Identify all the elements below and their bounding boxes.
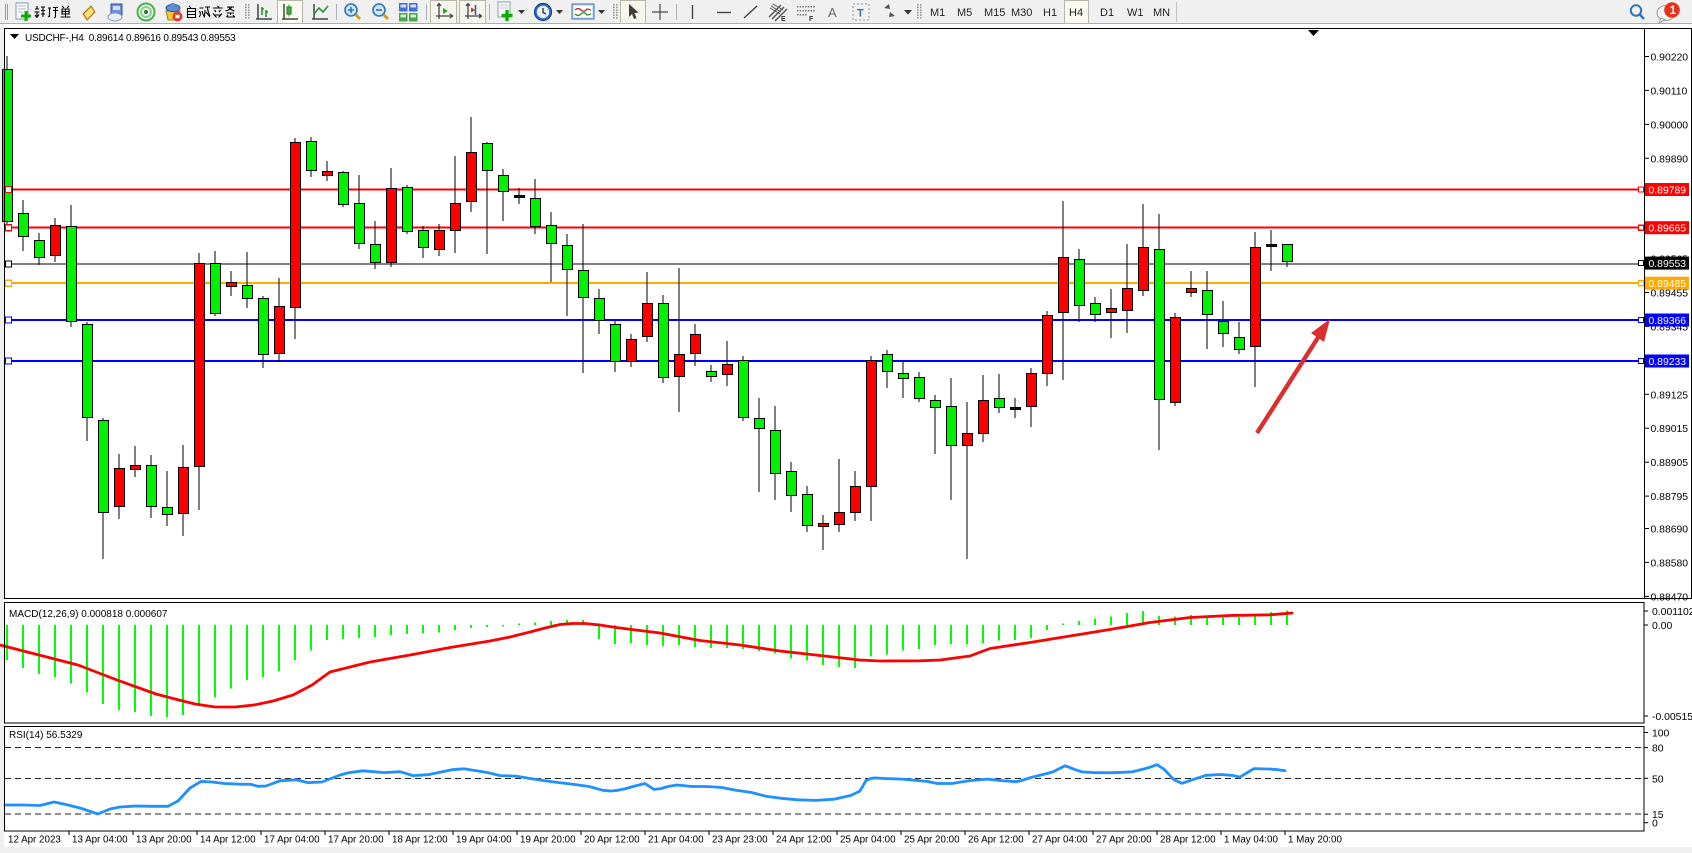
svg-text:M1: M1 [930,7,945,19]
svg-text:M15: M15 [984,7,1005,19]
svg-text:W1: W1 [1127,7,1144,19]
svg-text:A: A [828,5,837,20]
svg-text:0.89345: 0.89345 [1651,322,1689,333]
svg-text:1: 1 [1670,5,1677,17]
svg-text:19 Apr 20:00: 19 Apr 20:00 [520,835,576,846]
svg-text:H1: H1 [1043,7,1057,19]
svg-text:28 Apr 12:00: 28 Apr 12:00 [1160,835,1216,846]
svg-text:13 Apr 04:00: 13 Apr 04:00 [72,835,128,846]
svg-text:50: 50 [1652,774,1664,785]
svg-text:0.89366: 0.89366 [1649,316,1687,327]
svg-text:M30: M30 [1011,7,1032,19]
svg-text:T: T [857,8,864,20]
svg-text:0.88470: 0.88470 [1651,592,1689,603]
svg-text:0.89015: 0.89015 [1651,424,1689,435]
svg-text:20 Apr 12:00: 20 Apr 12:00 [584,835,640,846]
svg-text:27 Apr 04:00: 27 Apr 04:00 [1032,835,1088,846]
svg-text:0.89665: 0.89665 [1649,224,1687,235]
svg-text:0.88580: 0.88580 [1651,558,1689,569]
svg-text:17 Apr 04:00: 17 Apr 04:00 [264,835,320,846]
svg-text:0.89455: 0.89455 [1651,289,1689,300]
svg-text:0.89485: 0.89485 [1649,279,1687,290]
svg-text:0: 0 [1652,819,1658,830]
svg-text:1 May 20:00: 1 May 20:00 [1288,835,1342,846]
svg-text:0.89890: 0.89890 [1651,154,1689,165]
svg-text:13 Apr 20:00: 13 Apr 20:00 [136,835,192,846]
svg-text:80: 80 [1652,744,1664,755]
svg-text:USDCHF-,H4 0.89614 0.89616 0.: USDCHF-,H4 0.89614 0.89616 0.89543 0.895… [25,33,236,44]
svg-text:0.89553: 0.89553 [1649,259,1687,270]
svg-text:0.00: 0.00 [1652,621,1672,632]
svg-text:0.88795: 0.88795 [1651,492,1689,503]
svg-text:14 Apr 12:00: 14 Apr 12:00 [200,835,256,846]
svg-text:100: 100 [1652,729,1670,740]
svg-text:H4: H4 [1069,7,1083,19]
svg-text:12 Apr 2023: 12 Apr 2023 [8,835,61,846]
svg-text:0.89233: 0.89233 [1649,357,1687,368]
svg-text:0.88905: 0.88905 [1651,458,1689,469]
svg-text:17 Apr 20:00: 17 Apr 20:00 [328,835,384,846]
svg-text:0.90110: 0.90110 [1651,86,1688,97]
svg-text:0.89789: 0.89789 [1649,186,1687,197]
svg-text:25 Apr 20:00: 25 Apr 20:00 [904,835,960,846]
svg-text:0.90220: 0.90220 [1651,53,1689,64]
svg-text:24 Apr 12:00: 24 Apr 12:00 [776,835,832,846]
svg-text:MACD(12,26,9) 0.000818 0.00060: MACD(12,26,9) 0.000818 0.000607 [9,609,168,620]
svg-text:0.90000: 0.90000 [1651,120,1689,131]
svg-text:0.001102: 0.001102 [1652,607,1692,618]
svg-text:1 May 04:00: 1 May 04:00 [1224,835,1278,846]
svg-text:18 Apr 12:00: 18 Apr 12:00 [392,835,448,846]
svg-text:26 Apr 12:00: 26 Apr 12:00 [968,835,1024,846]
svg-text:E: E [781,16,786,23]
svg-text:-0.005156: -0.005156 [1652,712,1692,723]
svg-text:M5: M5 [957,7,972,19]
svg-text:23 Apr 23:00: 23 Apr 23:00 [712,835,768,846]
svg-text:0.88690: 0.88690 [1651,525,1689,536]
svg-text:19 Apr 04:00: 19 Apr 04:00 [456,835,512,846]
svg-text:15: 15 [1652,810,1664,821]
svg-text:25 Apr 04:00: 25 Apr 04:00 [840,835,896,846]
svg-text:D1: D1 [1100,7,1114,19]
svg-text:27 Apr 20:00: 27 Apr 20:00 [1096,835,1152,846]
svg-text:21 Apr 04:00: 21 Apr 04:00 [648,835,704,846]
svg-text:F: F [809,16,814,23]
svg-text:0.89125: 0.89125 [1651,390,1689,401]
svg-text:MN: MN [1153,7,1170,19]
svg-text:RSI(14) 56.5329: RSI(14) 56.5329 [9,730,83,741]
